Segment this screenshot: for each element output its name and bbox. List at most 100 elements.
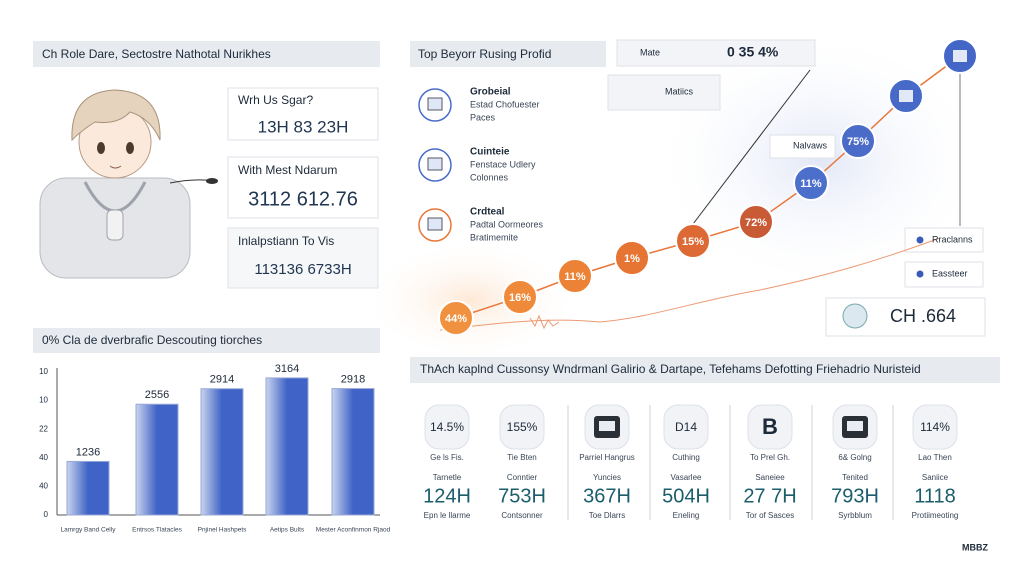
stat-card (227, 156, 379, 219)
point-label: 16% (509, 292, 531, 304)
badge-text: D14 (675, 420, 697, 434)
tag: Rraclanns (932, 234, 973, 244)
metric-sub: Eneling (673, 511, 700, 520)
point-icon (953, 50, 967, 62)
trend-point (557, 258, 593, 294)
item-line: Colonnes (470, 172, 509, 182)
logo: MBBZ (962, 542, 988, 552)
metric-label: Yuncies (593, 473, 621, 482)
header-bar (33, 41, 380, 67)
trend-line (455, 55, 961, 319)
caption: To Prel Gh. (750, 453, 790, 462)
legend: Matiics (665, 86, 694, 96)
badge (912, 404, 958, 450)
badge-text: 14.5% (430, 420, 464, 434)
tag-box (904, 227, 984, 253)
tag-icon (916, 236, 924, 244)
stat-value: 3112 612.76 (248, 188, 358, 210)
axis-label: 22 (39, 424, 48, 433)
total: CH .664 (890, 306, 956, 326)
header-bar (410, 41, 606, 67)
trend-point (840, 123, 876, 159)
panel-title: 0% Cla de dverbrafic Descouting tiorches (42, 333, 262, 347)
header-tag: Mate (640, 47, 660, 57)
point-label: 11% (564, 271, 586, 283)
stat-card (227, 87, 379, 141)
trend-point (738, 204, 774, 240)
metric-label: Saniice (922, 473, 949, 482)
x-tick-label: Pnjinel Hashpets (198, 527, 248, 534)
item-title: Crdteal (470, 207, 505, 218)
x-tick-label: Aetips Bults (270, 527, 305, 534)
metric-sub: Contsonner (501, 511, 543, 520)
metric-sub: Tor of Sasces (746, 511, 794, 520)
item-line: Bratimemite (470, 232, 518, 242)
metric-label: Conntier (507, 473, 538, 482)
bar (66, 460, 110, 516)
axis-label: 10 (39, 367, 48, 376)
item-line: Estad Chofuester (470, 99, 540, 109)
bar (200, 388, 244, 516)
legend-box (607, 74, 721, 111)
badge-text: B (762, 414, 778, 439)
pointer (689, 69, 811, 229)
header-bar (33, 328, 380, 353)
point-label: 44% (445, 313, 467, 325)
callout: Nalvaws (793, 140, 828, 150)
metric-label: Saneiee (755, 473, 785, 482)
value-label: 2556 (145, 389, 169, 401)
avatar (39, 89, 191, 279)
metric-sub: Toe Dlarrs (589, 511, 625, 520)
point-label: 15% (682, 236, 704, 248)
item-title: Cuinteie (470, 147, 510, 158)
metric-value: 753H (498, 485, 546, 507)
axis-label: 40 (39, 453, 48, 462)
caption: 6& Golng (838, 453, 871, 462)
badge-text: 114% (920, 420, 950, 434)
point-icon (899, 90, 913, 102)
metric-sub: Epn le llarme (424, 511, 471, 520)
icon (842, 303, 868, 329)
metric-label: Tarnetle (433, 473, 462, 482)
point-label: 72% (745, 217, 767, 229)
metric-value: 27 7H (743, 485, 796, 507)
metric-value: 124H (423, 485, 471, 507)
caption: Ge ls Fis. (430, 453, 464, 462)
header-bar (410, 357, 1000, 383)
panel-title: Top Beyorr Rusing Profid (418, 47, 551, 61)
axis-label: 10 (39, 396, 48, 405)
trend-point (502, 279, 538, 315)
point-label: 1% (624, 253, 640, 265)
value-label: 2914 (210, 374, 234, 386)
value-label: 1236 (76, 446, 100, 458)
badge-icon (847, 421, 863, 431)
caption: Cuthing (672, 453, 700, 462)
item-icon (427, 97, 443, 111)
header-value: 0 35 4% (727, 44, 779, 60)
axis-label: 40 (39, 482, 48, 491)
tag-icon (916, 270, 924, 278)
stat-value: 13H 83 23H (258, 117, 349, 136)
trend-point (614, 240, 650, 276)
metric-value: 367H (583, 485, 631, 507)
metric-value: 1118 (914, 485, 956, 507)
item-line: Paces (470, 112, 496, 122)
bar (331, 388, 375, 516)
value-label: 3164 (275, 363, 299, 375)
point-label: 11% (800, 178, 822, 190)
x-tick-label: Lamrgy Band Celly (61, 527, 117, 534)
badge (499, 404, 545, 450)
badge (663, 404, 709, 450)
x-tick-label: Mester Aconfinmon Rjaod (316, 527, 391, 534)
badge (424, 404, 470, 450)
metric-value: 793H (831, 485, 879, 507)
badge-icon (599, 421, 615, 431)
x-tick-label: Entrsos Tlatacles (132, 527, 182, 534)
callout-box (769, 134, 836, 159)
item-line: Fenstace Udlery (470, 159, 536, 169)
stat-card (227, 227, 379, 289)
item-line: Padtal Oormeores (470, 219, 544, 229)
metric-sub: Protiimeoting (912, 511, 959, 520)
tag: Eassteer (932, 268, 968, 278)
metric-label: Vasarlee (671, 473, 703, 482)
